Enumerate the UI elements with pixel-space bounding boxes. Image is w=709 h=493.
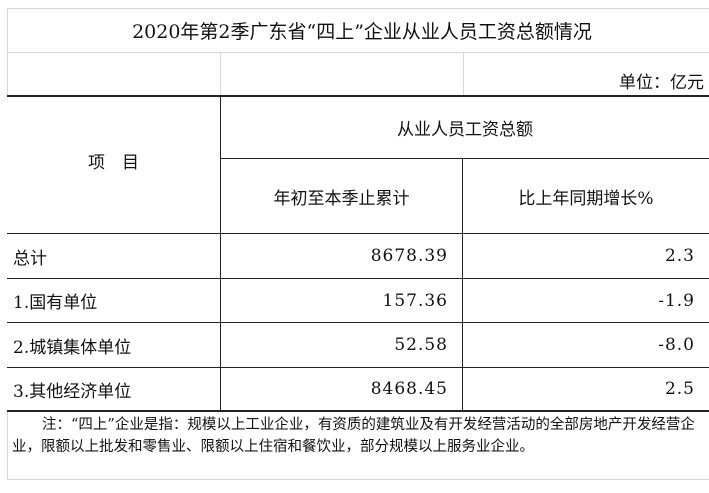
divider xyxy=(7,278,709,279)
divider xyxy=(220,95,221,410)
divider xyxy=(220,158,709,159)
growth-value: -8.0 xyxy=(658,335,695,355)
blank-cell xyxy=(7,52,221,96)
table-title: 2020年第2季广东省“四上”企业从业人员工资总额情况 xyxy=(7,8,709,53)
divider xyxy=(462,158,463,410)
divider xyxy=(7,410,709,412)
unit-label: 单位：亿元 xyxy=(463,52,709,96)
cumulative-value: 157.36 xyxy=(382,290,448,311)
row-label: 2.城镇集体单位 xyxy=(13,337,132,358)
growth-value: -1.9 xyxy=(658,290,695,311)
divider xyxy=(7,95,709,97)
growth-value: 2.5 xyxy=(664,379,695,399)
divider xyxy=(7,233,709,234)
header-item: 项 目 xyxy=(88,153,139,173)
cumulative-value: 8678.39 xyxy=(370,246,448,266)
row-label: 3.其他经济单位 xyxy=(13,381,132,402)
footnote: 注：“四上”企业是指：规模以上工业企业，有资质的建筑业及有开发经营活动的全部房地… xyxy=(7,412,709,480)
cumulative-value: 52.58 xyxy=(394,335,448,355)
row-label: 1.国有单位 xyxy=(13,293,98,313)
row-label: 总计 xyxy=(13,248,47,269)
header-group: 从业人员工资总额 xyxy=(397,119,533,140)
header-cumulative: 年初至本季止累计 xyxy=(273,188,410,209)
blank-cell xyxy=(220,52,464,96)
cumulative-value: 8468.45 xyxy=(370,379,448,399)
divider xyxy=(7,367,709,368)
header-growth: 比上年同期增长% xyxy=(518,188,654,209)
growth-value: 2.3 xyxy=(664,246,695,266)
divider xyxy=(7,322,709,323)
